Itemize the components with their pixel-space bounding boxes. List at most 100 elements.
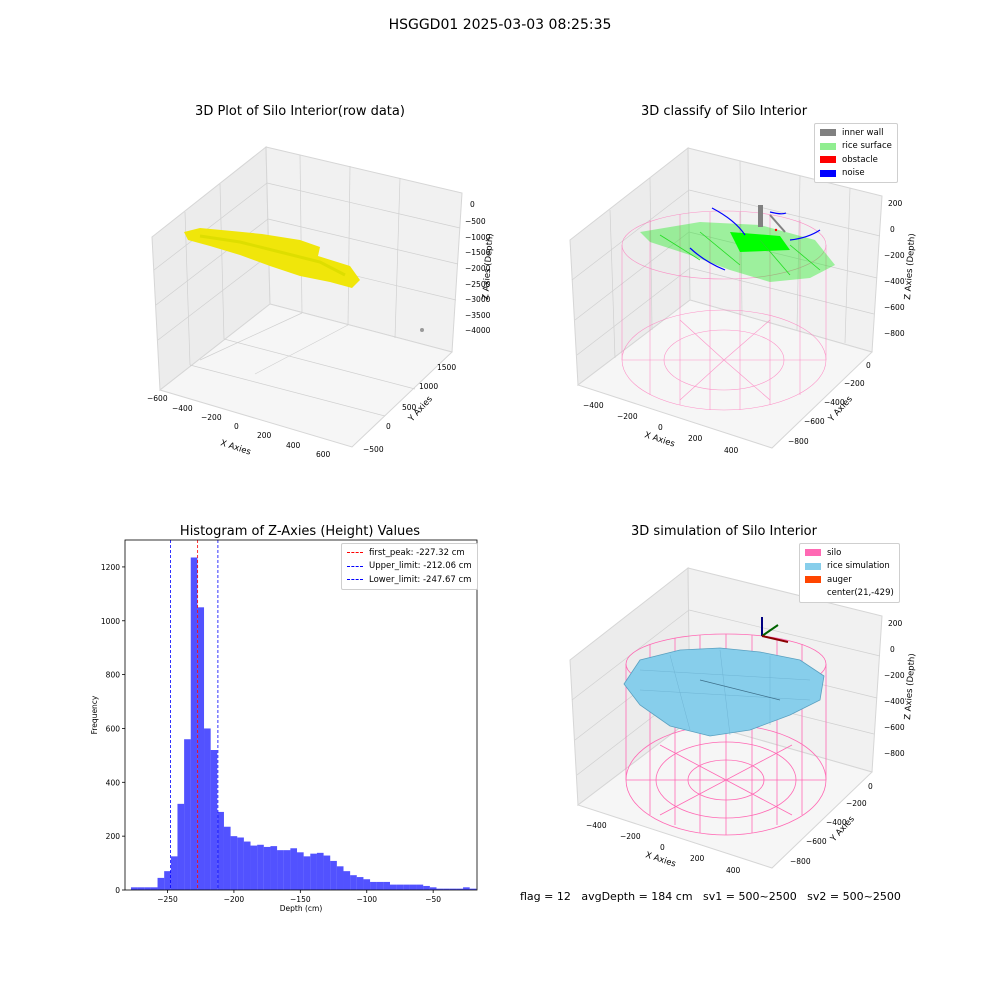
svg-text:−3500: −3500 bbox=[465, 311, 491, 320]
plot1-x-ticks: −600 −400 −200 0 200 400 600 bbox=[147, 394, 331, 459]
histogram-bar bbox=[210, 750, 218, 890]
histogram-bar bbox=[170, 856, 178, 890]
plot1-y-ticks: −500 0 500 1000 1500 bbox=[363, 363, 456, 454]
histogram-bar bbox=[383, 881, 390, 890]
status-footer: flag = 12 avgDepth = 184 cm sv1 = 500~25… bbox=[520, 890, 901, 903]
histogram-bar bbox=[204, 728, 211, 890]
plot4-y-ticks: −800 −600 −400 −200 0 bbox=[790, 782, 873, 866]
plot1-raw-points bbox=[184, 228, 424, 332]
histogram-legend: first_peak: -227.32 cm Upper_limit: -212… bbox=[341, 543, 478, 590]
plot2-inner-wall bbox=[758, 205, 786, 233]
svg-text:−200: −200 bbox=[884, 251, 905, 260]
histogram-bar bbox=[177, 803, 185, 890]
silo-swatch bbox=[805, 549, 821, 557]
histogram-bar bbox=[257, 844, 264, 890]
y-tick-label: 200 bbox=[106, 832, 121, 841]
plot4-title: 3D simulation of Silo Interior bbox=[631, 524, 817, 539]
x-tick-label: −150 bbox=[290, 895, 311, 904]
histogram-bar bbox=[310, 853, 317, 890]
legend-item-rice-surface: rice surface bbox=[820, 140, 892, 154]
x-tick-label: −250 bbox=[157, 895, 178, 904]
histogram-frame bbox=[124, 539, 478, 891]
plot2-rice-surface bbox=[640, 222, 835, 282]
histogram-bar bbox=[370, 881, 377, 890]
svg-text:−200: −200 bbox=[617, 412, 638, 421]
svg-text:−400: −400 bbox=[583, 401, 604, 410]
svg-text:0: 0 bbox=[866, 361, 871, 370]
histogram-bar bbox=[449, 888, 457, 890]
svg-text:−400: −400 bbox=[884, 697, 905, 706]
legend-item-inner-wall: inner wall bbox=[820, 126, 892, 140]
figure-title: HSGGD01 2025-03-03 08:25:35 bbox=[388, 17, 612, 33]
svg-text:−600: −600 bbox=[804, 417, 825, 426]
plot1-z-ticks: 0 −500 −1000 −1500 −2000 −2500 −3000 −35… bbox=[465, 200, 491, 335]
svg-text:−600: −600 bbox=[147, 394, 168, 403]
histogram-y-ticks: 0 200 400 600 800 1000 1200 bbox=[101, 563, 125, 895]
svg-text:−2500: −2500 bbox=[465, 280, 491, 289]
svg-text:1000: 1000 bbox=[419, 382, 438, 391]
svg-text:−1000: −1000 bbox=[465, 233, 491, 242]
obstacle-swatch bbox=[820, 156, 836, 164]
svg-text:−200: −200 bbox=[620, 832, 641, 841]
histogram-bar bbox=[376, 881, 384, 890]
noise-swatch bbox=[820, 169, 836, 177]
svg-text:400: 400 bbox=[286, 441, 301, 450]
svg-text:−200: −200 bbox=[884, 671, 905, 680]
histogram-bar bbox=[436, 888, 444, 890]
histogram-x-ticks: −250 −200 −150 −100 −50 bbox=[157, 890, 441, 904]
svg-text:−800: −800 bbox=[790, 857, 811, 866]
x-tick-label: −200 bbox=[224, 895, 245, 904]
plot1-z-label: Z Axies (Depth) bbox=[481, 233, 496, 300]
upper-limit-line-swatch bbox=[347, 565, 363, 567]
plot4-legend: silo rice simulation auger center(21,-42… bbox=[799, 543, 900, 603]
auger-swatch bbox=[805, 576, 821, 584]
histogram-bar bbox=[396, 884, 404, 890]
histogram-bars bbox=[130, 557, 477, 890]
histogram-bar bbox=[237, 837, 244, 890]
svg-text:−400: −400 bbox=[586, 821, 607, 830]
legend-item-noise: noise bbox=[820, 167, 892, 181]
histogram-bar bbox=[356, 877, 364, 890]
svg-text:−500: −500 bbox=[363, 445, 384, 454]
svg-text:−600: −600 bbox=[884, 723, 905, 732]
plot2-noise bbox=[689, 207, 821, 271]
histogram-bar bbox=[150, 887, 158, 890]
histogram-bar bbox=[456, 888, 464, 890]
plot1-title: 3D Plot of Silo Interior(row data) bbox=[195, 104, 405, 119]
legend-item-first-peak: first_peak: -227.32 cm bbox=[347, 546, 472, 560]
rice-surface-swatch bbox=[820, 142, 836, 150]
plot2-z-label: Z Axies (Depth) bbox=[903, 233, 918, 300]
svg-text:−500: −500 bbox=[465, 217, 486, 226]
plot4-auger-axes bbox=[761, 617, 789, 643]
y-tick-label: 400 bbox=[106, 778, 121, 787]
svg-text:600: 600 bbox=[316, 450, 331, 459]
svg-text:0: 0 bbox=[660, 843, 665, 852]
histogram-bar bbox=[303, 856, 311, 890]
histogram-bar bbox=[323, 855, 331, 890]
svg-text:−400: −400 bbox=[826, 818, 847, 827]
svg-text:0: 0 bbox=[890, 645, 895, 654]
svg-text:−400: −400 bbox=[884, 277, 905, 286]
legend-item-obstacle: obstacle bbox=[820, 153, 892, 167]
y-tick-label: 0 bbox=[115, 886, 120, 895]
legend-item-silo: silo bbox=[805, 546, 894, 560]
svg-text:−200: −200 bbox=[846, 799, 867, 808]
plot3-title: Histogram of Z-Axies (Height) Values bbox=[179, 524, 421, 539]
histogram-bar bbox=[190, 557, 198, 890]
histogram-bar bbox=[416, 884, 424, 890]
y-tick-label: 1200 bbox=[101, 563, 120, 572]
histogram-bar bbox=[283, 850, 291, 890]
histogram-bar bbox=[297, 852, 304, 890]
histogram-bar bbox=[144, 887, 151, 890]
histogram-bar bbox=[270, 846, 278, 890]
y-tick-label: 800 bbox=[106, 671, 121, 680]
histogram-bar bbox=[223, 826, 231, 890]
histogram-x-label: Depth (cm) bbox=[280, 904, 323, 913]
histogram-bar bbox=[290, 848, 298, 890]
plot2-y-ticks: −800 −600 −400 −200 0 bbox=[788, 361, 871, 446]
svg-text:0: 0 bbox=[890, 225, 895, 234]
plot2-title: 3D classify of Silo Interior bbox=[640, 104, 808, 119]
plot4-x-label: X Axies bbox=[644, 850, 677, 869]
